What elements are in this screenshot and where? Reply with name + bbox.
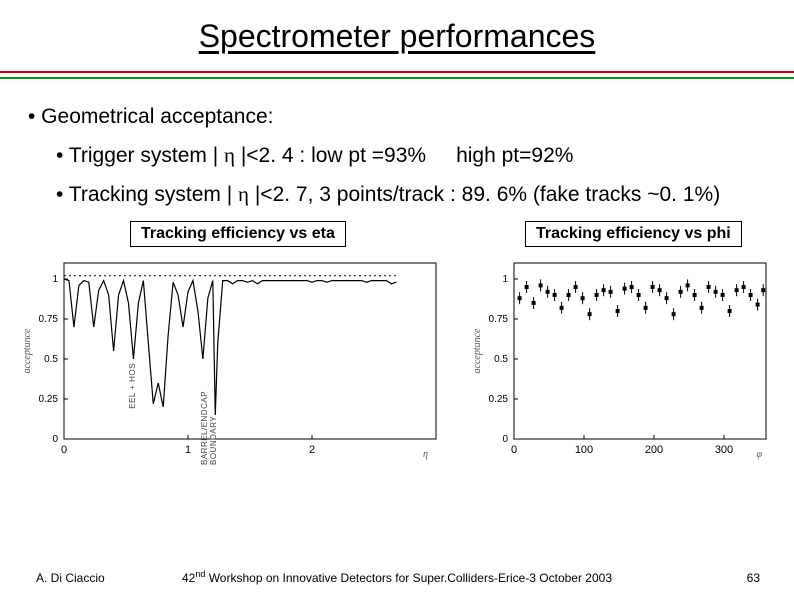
svg-text:0: 0 xyxy=(52,434,58,445)
caption-row: Tracking efficiency vs eta Tracking effi… xyxy=(0,221,794,251)
trigger-pre: • Trigger system | xyxy=(56,144,224,167)
footer-mid: 42nd Workshop on Innovative Detectors fo… xyxy=(0,569,794,585)
svg-text:0.75: 0.75 xyxy=(489,314,509,325)
page-title: Spectrometer performances xyxy=(0,0,794,63)
chart-eta-svg: 0 0.25 0.5 0.75 1 0 1 2 acceptance η xyxy=(18,255,444,465)
content-block: • Geometrical acceptance: • Trigger syst… xyxy=(0,87,794,207)
chart-phi: 0 0.25 0.5 0.75 1 0 100 200 300 acceptance φ xyxy=(466,255,774,465)
annot-barrel-endcap: BARREL/ENDCAP BOUNDARY xyxy=(200,353,218,465)
chart-phi-svg: 0 0.25 0.5 0.75 1 0 100 200 300 acceptance φ xyxy=(466,255,774,465)
annot-eel-hos: EEL + HOS xyxy=(128,363,137,409)
svg-text:200: 200 xyxy=(645,444,663,456)
trigger-mid: |<2. 4 : low pt =93% xyxy=(235,144,426,167)
svg-text:100: 100 xyxy=(575,444,593,456)
chart-eta: 0 0.25 0.5 0.75 1 0 1 2 acceptance η EEL + HOS BA… xyxy=(18,255,444,465)
footer-mid-post: Workshop on Innovative Detectors for Sup… xyxy=(205,571,612,585)
svg-text:1: 1 xyxy=(502,274,508,285)
bullet-geometrical: • Geometrical acceptance: xyxy=(28,105,766,129)
tracking-pre: • Tracking system | xyxy=(56,183,238,206)
rule-red xyxy=(0,71,794,73)
eta-symbol: η xyxy=(224,143,235,167)
svg-text:0.5: 0.5 xyxy=(494,354,508,365)
footer-page: 63 xyxy=(747,571,760,585)
svg-text:acceptance: acceptance xyxy=(472,328,483,374)
bullet-trigger: • Trigger system | η |<2. 4 : low pt =93… xyxy=(56,143,766,168)
bullet-tracking: • Tracking system | η |<2. 7, 3 points/t… xyxy=(56,182,766,207)
svg-text:1: 1 xyxy=(185,444,191,456)
svg-text:300: 300 xyxy=(715,444,733,456)
svg-text:0: 0 xyxy=(511,444,517,456)
eta-symbol-2: η xyxy=(238,182,249,206)
footer-mid-sup: nd xyxy=(195,569,205,579)
svg-text:1: 1 xyxy=(52,274,58,285)
svg-text:0.75: 0.75 xyxy=(39,314,59,325)
svg-text:0.5: 0.5 xyxy=(44,354,58,365)
footer-mid-pre: 42 xyxy=(182,571,195,585)
title-rules xyxy=(0,71,794,87)
tracking-post: |<2. 7, 3 points/track : 89. 6% (fake tr… xyxy=(249,183,720,206)
svg-text:0: 0 xyxy=(502,434,508,445)
svg-text:φ: φ xyxy=(756,449,762,460)
rule-green xyxy=(0,77,794,79)
caption-eta: Tracking efficiency vs eta xyxy=(130,221,346,247)
trigger-high: high pt=92% xyxy=(456,144,573,167)
svg-text:η: η xyxy=(423,449,428,460)
svg-text:0.25: 0.25 xyxy=(39,394,59,405)
charts-row: 0 0.25 0.5 0.75 1 0 1 2 acceptance η EEL + HOS BA… xyxy=(0,255,794,469)
svg-text:2: 2 xyxy=(309,444,315,456)
caption-phi: Tracking efficiency vs phi xyxy=(525,221,742,247)
svg-text:0: 0 xyxy=(61,444,67,456)
svg-text:0.25: 0.25 xyxy=(489,394,509,405)
svg-text:acceptance: acceptance xyxy=(22,328,33,374)
